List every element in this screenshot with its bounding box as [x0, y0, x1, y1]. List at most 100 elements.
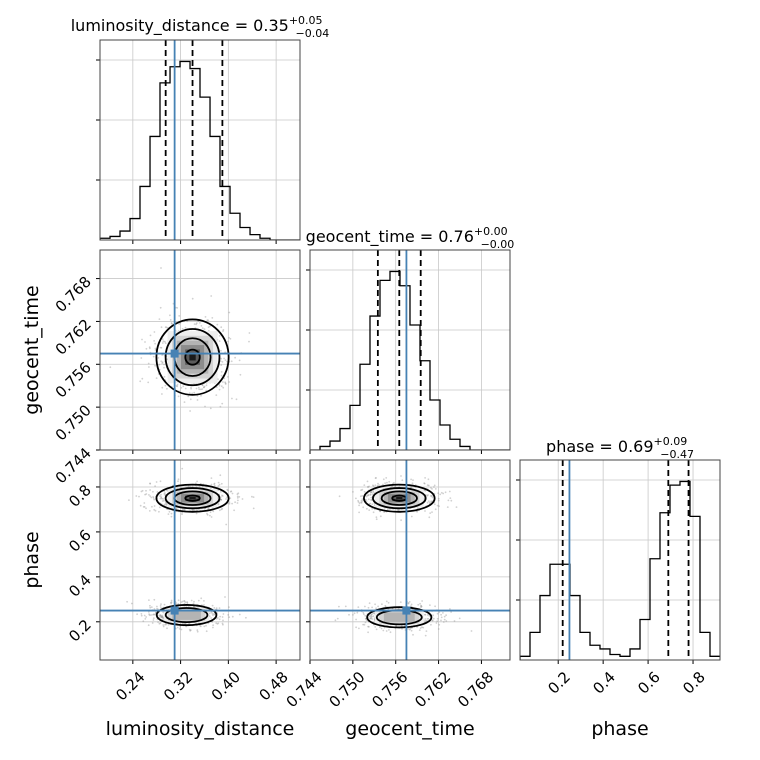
sample-point [379, 515, 382, 518]
sample-point [367, 494, 370, 497]
sample-point [221, 616, 224, 618]
ylabel-geocent-time: geocent_time [21, 285, 43, 414]
sample-point [159, 616, 161, 619]
sample-point [154, 342, 157, 345]
sample-point [378, 484, 380, 486]
sample-point [218, 384, 221, 387]
sample-point [353, 612, 356, 615]
sample-point [145, 507, 147, 510]
sample-point [189, 629, 192, 632]
sample-point [220, 374, 223, 377]
sample-point [374, 484, 377, 487]
sample-point [218, 388, 221, 391]
sample-point [379, 510, 382, 513]
sample-point [356, 611, 359, 614]
sample-point [419, 602, 421, 605]
sample-point [442, 612, 444, 614]
sample-point [191, 297, 194, 300]
sample-point [177, 599, 180, 602]
sample-point [210, 483, 213, 486]
sample-point [153, 613, 156, 616]
sample-point [159, 346, 162, 349]
sample-point [226, 496, 228, 499]
sample-point [389, 631, 392, 634]
sample-point [211, 604, 214, 607]
sample-point [229, 497, 232, 500]
sample-point [439, 493, 442, 496]
sample-point [438, 623, 441, 626]
sample-point [375, 516, 378, 519]
contour [184, 348, 201, 366]
sample-point [432, 617, 435, 620]
sample-point [220, 499, 222, 501]
sample-point [228, 336, 230, 339]
xlabel-phase: phase [591, 718, 648, 740]
sample-point [177, 603, 180, 605]
sample-point [432, 614, 434, 617]
sample-point [190, 386, 192, 389]
sample-point [372, 484, 374, 487]
sample-point [170, 515, 173, 518]
sample-point [369, 502, 372, 505]
sample-point [196, 480, 199, 483]
sample-point [430, 623, 432, 626]
sample-point [385, 477, 388, 479]
sample-point [236, 497, 239, 499]
sample-point [219, 615, 222, 618]
sample-point [446, 506, 449, 508]
sample-point [163, 603, 166, 606]
sample-point [416, 510, 419, 513]
sample-point [372, 612, 375, 615]
sample-point [443, 615, 446, 618]
sample-point [424, 510, 426, 512]
sample-point [443, 618, 446, 621]
sample-point [184, 387, 187, 390]
sample-point [212, 614, 214, 617]
sample-point [336, 617, 339, 620]
sample-point [188, 628, 191, 631]
sample-point [360, 501, 363, 504]
sample-point [225, 498, 227, 500]
sample-point [138, 495, 140, 498]
sample-point [370, 617, 373, 619]
sample-point [213, 482, 216, 485]
sample-point [429, 512, 432, 514]
sample-point [140, 613, 143, 615]
sample-point [158, 318, 161, 320]
sample-point [229, 490, 232, 493]
sample-point [154, 364, 157, 367]
sample-point [384, 605, 387, 608]
sample-point [144, 618, 147, 620]
sample-point [233, 509, 236, 512]
panel-frame [309, 459, 511, 661]
sample-point [169, 314, 171, 317]
sample-point [227, 489, 229, 492]
sample-point [371, 606, 373, 609]
sample-point [203, 600, 205, 602]
sample-point [355, 626, 357, 629]
sample-point [442, 621, 445, 623]
sample-point [180, 386, 183, 389]
sample-point [410, 603, 413, 606]
sample-point [371, 613, 373, 616]
sample-point [207, 326, 210, 329]
sample-point [435, 622, 438, 624]
sample-point [217, 503, 220, 506]
sample-point [153, 613, 155, 616]
sample-point [228, 501, 231, 503]
sample-point [158, 622, 161, 625]
sample-point [160, 615, 163, 618]
sample-point [163, 499, 165, 502]
sample-point [407, 602, 410, 605]
sample-point [163, 493, 166, 495]
sample-point [155, 481, 158, 483]
ylabel-phase: phase [21, 531, 43, 588]
sample-point [372, 490, 375, 492]
sample-point [236, 493, 239, 496]
sample-point [224, 382, 227, 385]
sample-point [145, 347, 148, 350]
sample-point [218, 618, 221, 621]
sample-point [371, 503, 374, 506]
sample-point [370, 491, 373, 494]
